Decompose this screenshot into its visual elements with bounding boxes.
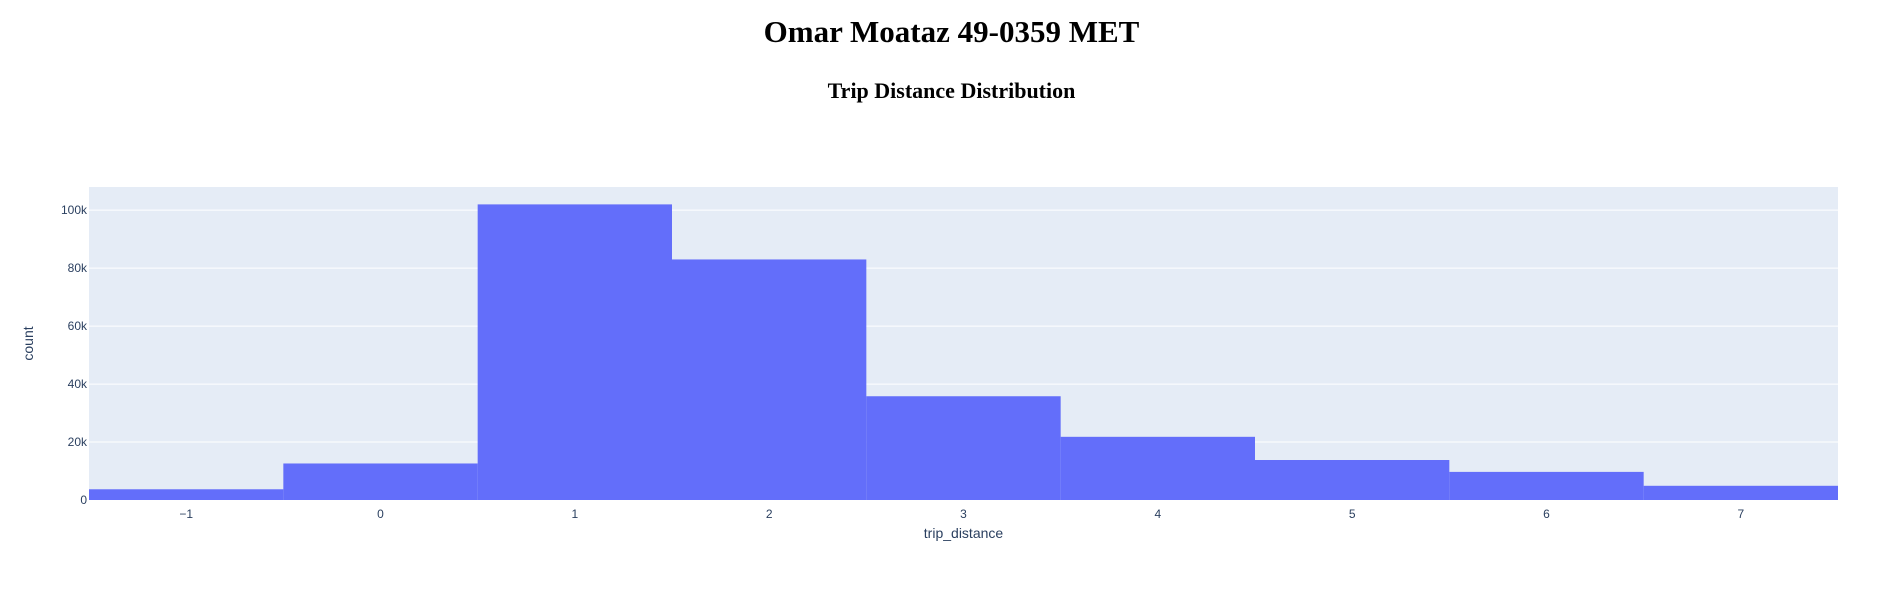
histogram-bar[interactable] [866, 396, 1061, 500]
y-axis-ticks: 0 20k 40k 60k 80k 100k [61, 203, 88, 507]
x-tick-label: 7 [1737, 507, 1744, 521]
histogram-bar[interactable] [1255, 460, 1450, 500]
grid-layer [89, 209, 1838, 443]
x-tick-label: 3 [960, 507, 967, 521]
histogram-bar[interactable] [1060, 436, 1255, 500]
histogram-bar[interactable] [1449, 471, 1644, 500]
y-tick-label: 60k [68, 319, 88, 333]
x-tick-label: 6 [1543, 507, 1550, 521]
x-tick-label: −1 [179, 507, 193, 521]
x-tick-label: 2 [766, 507, 773, 521]
histogram-bar[interactable] [1643, 485, 1838, 500]
y-tick-label: 40k [68, 377, 88, 391]
x-tick-label: 5 [1349, 507, 1356, 521]
histogram-bar[interactable] [672, 259, 867, 500]
y-tick-label: 0 [80, 493, 87, 507]
x-tick-label: 4 [1154, 507, 1161, 521]
bar-layer [89, 204, 1838, 500]
y-tick-label: 80k [68, 261, 88, 275]
x-axis-title: trip_distance [924, 525, 1004, 541]
y-tick-label: 20k [68, 435, 88, 449]
x-tick-label: 1 [571, 507, 578, 521]
chart-title: Trip Distance Distribution [827, 78, 1076, 103]
histogram-bar[interactable] [283, 463, 478, 500]
y-axis-title: count [20, 326, 36, 360]
x-axis-ticks: −1 0 1 2 3 4 5 6 7 [179, 507, 1744, 521]
y-tick-label: 100k [61, 203, 88, 217]
page-title: Omar Moataz 49-0359 MET [763, 14, 1140, 49]
histogram-bar[interactable] [477, 204, 672, 500]
x-tick-label: 0 [377, 507, 384, 521]
histogram-bar[interactable] [89, 489, 284, 500]
